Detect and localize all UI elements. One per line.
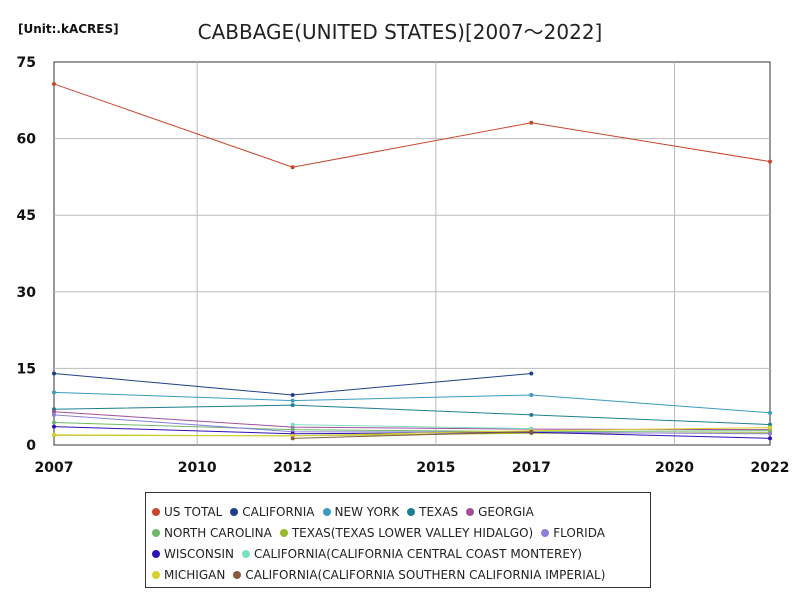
data-point — [52, 412, 56, 417]
data-point — [52, 81, 56, 86]
legend-swatch — [279, 528, 288, 537]
legend-item: TEXAS — [407, 501, 458, 522]
series-line — [53, 373, 532, 396]
x-tick-label: 2010 — [178, 460, 217, 476]
data-point — [52, 420, 56, 425]
y-tick-label: 45 — [17, 208, 36, 224]
legend-item: GEORGIA — [466, 501, 534, 522]
data-point — [290, 165, 295, 170]
legend-items: US TOTAL CALIFORNIA NEW YORK TEXAS GEORGIA NO… — [146, 493, 650, 585]
series-line — [53, 414, 771, 435]
data-point — [52, 424, 56, 429]
legend-item: TEXAS(TEXAS LOWER VALLEY HIDALGO) — [279, 522, 534, 543]
data-point — [290, 422, 295, 427]
legend-swatch — [322, 507, 331, 516]
legend-item: NORTH CAROLINA — [152, 522, 272, 543]
data-point — [768, 431, 772, 436]
legend-swatch — [241, 549, 250, 558]
line-chart: 0 15 30 45 60 75 2007 2010 2015 2020 2022 2012 2017 — [17, 55, 790, 476]
y-tick-label: 30 — [17, 285, 37, 301]
legend-swatch — [152, 570, 160, 579]
data-point — [290, 436, 295, 441]
data-point — [529, 120, 534, 125]
legend-label: CALIFORNIA — [242, 504, 315, 519]
y-tick-label: 75 — [17, 55, 36, 71]
data-point — [52, 409, 56, 414]
legend-swatch — [466, 507, 475, 516]
legend-item: CALIFORNIA(CALIFORNIA CENTRAL COAST MONT… — [241, 543, 582, 564]
series-line — [53, 404, 771, 426]
x-tick-label: 2022 — [751, 460, 790, 476]
series-line — [53, 83, 771, 168]
chart-title: CABBAGE(UNITED STATES)[2007～2022] — [197, 20, 603, 44]
unit-label: [Unit:.kACRES] — [18, 22, 119, 36]
legend-label: NORTH CAROLINA — [164, 525, 272, 540]
legend-label: GEORGIA — [478, 504, 534, 519]
x-tick-label: 2015 — [416, 460, 455, 476]
plot-frame — [53, 61, 771, 446]
y-tick-label: 15 — [17, 361, 36, 377]
data-point — [768, 436, 772, 441]
data-point — [768, 159, 772, 164]
data-point — [768, 425, 772, 430]
y-tick-label: 60 — [17, 132, 37, 148]
data-point — [290, 403, 295, 408]
legend-swatch — [152, 549, 160, 558]
x-tick-label: 2020 — [655, 460, 694, 476]
legend-swatch — [407, 507, 416, 516]
data-point — [52, 432, 56, 437]
legend-label: TEXAS — [419, 504, 459, 519]
legend-label: WISCONSIN — [164, 546, 234, 561]
legend-swatch — [152, 528, 160, 537]
legend-label: US TOTAL — [164, 504, 223, 519]
data-point — [529, 392, 534, 397]
legend-label: FLORIDA — [553, 525, 605, 540]
legend-item: WISCONSIN — [152, 543, 234, 564]
legend-item: US TOTAL — [152, 501, 222, 522]
series-line — [292, 431, 532, 439]
legend-swatch — [541, 528, 550, 537]
legend-label: CALIFORNIA(CALIFORNIA SOUTHERN CALIFORNI… — [245, 567, 606, 582]
legend-swatch — [230, 507, 239, 516]
series-line — [53, 391, 771, 414]
legend-label: CALIFORNIA(CALIFORNIA CENTRAL COAST MONT… — [253, 546, 582, 561]
legend-label: NEW YORK — [334, 504, 400, 519]
data-point — [52, 390, 56, 395]
series-line — [53, 422, 771, 433]
legend-item: NEW YORK — [322, 501, 400, 522]
legend-item: MICHIGAN — [152, 564, 225, 585]
data-point — [529, 371, 534, 376]
data-point — [290, 392, 295, 397]
legend-swatch — [233, 570, 242, 579]
legend-label: TEXAS(TEXAS LOWER VALLEY HIDALGO) — [291, 525, 534, 540]
data-point — [768, 422, 772, 427]
data-point — [52, 371, 56, 376]
data-point — [529, 412, 534, 417]
series-line — [292, 424, 532, 430]
x-tick-label: 2017 — [512, 460, 551, 476]
data-point — [768, 410, 772, 415]
legend-label: MICHIGAN — [164, 567, 226, 582]
legend-item: FLORIDA — [541, 522, 605, 543]
series-line — [53, 427, 771, 437]
legend-item: CALIFORNIA — [230, 501, 315, 522]
legend-item: CALIFORNIA(CALIFORNIA SOUTHERN CALIFORNI… — [233, 564, 605, 585]
data-point — [290, 398, 295, 403]
legend-swatch — [152, 507, 160, 516]
chart-legend: US TOTAL CALIFORNIA NEW YORK TEXAS GEORGIA NO… — [145, 492, 651, 588]
x-tick-label: 2007 — [35, 460, 74, 476]
data-point — [529, 429, 534, 434]
y-tick-label: 0 — [26, 438, 36, 454]
x-tick-label: 2012 — [273, 460, 312, 476]
